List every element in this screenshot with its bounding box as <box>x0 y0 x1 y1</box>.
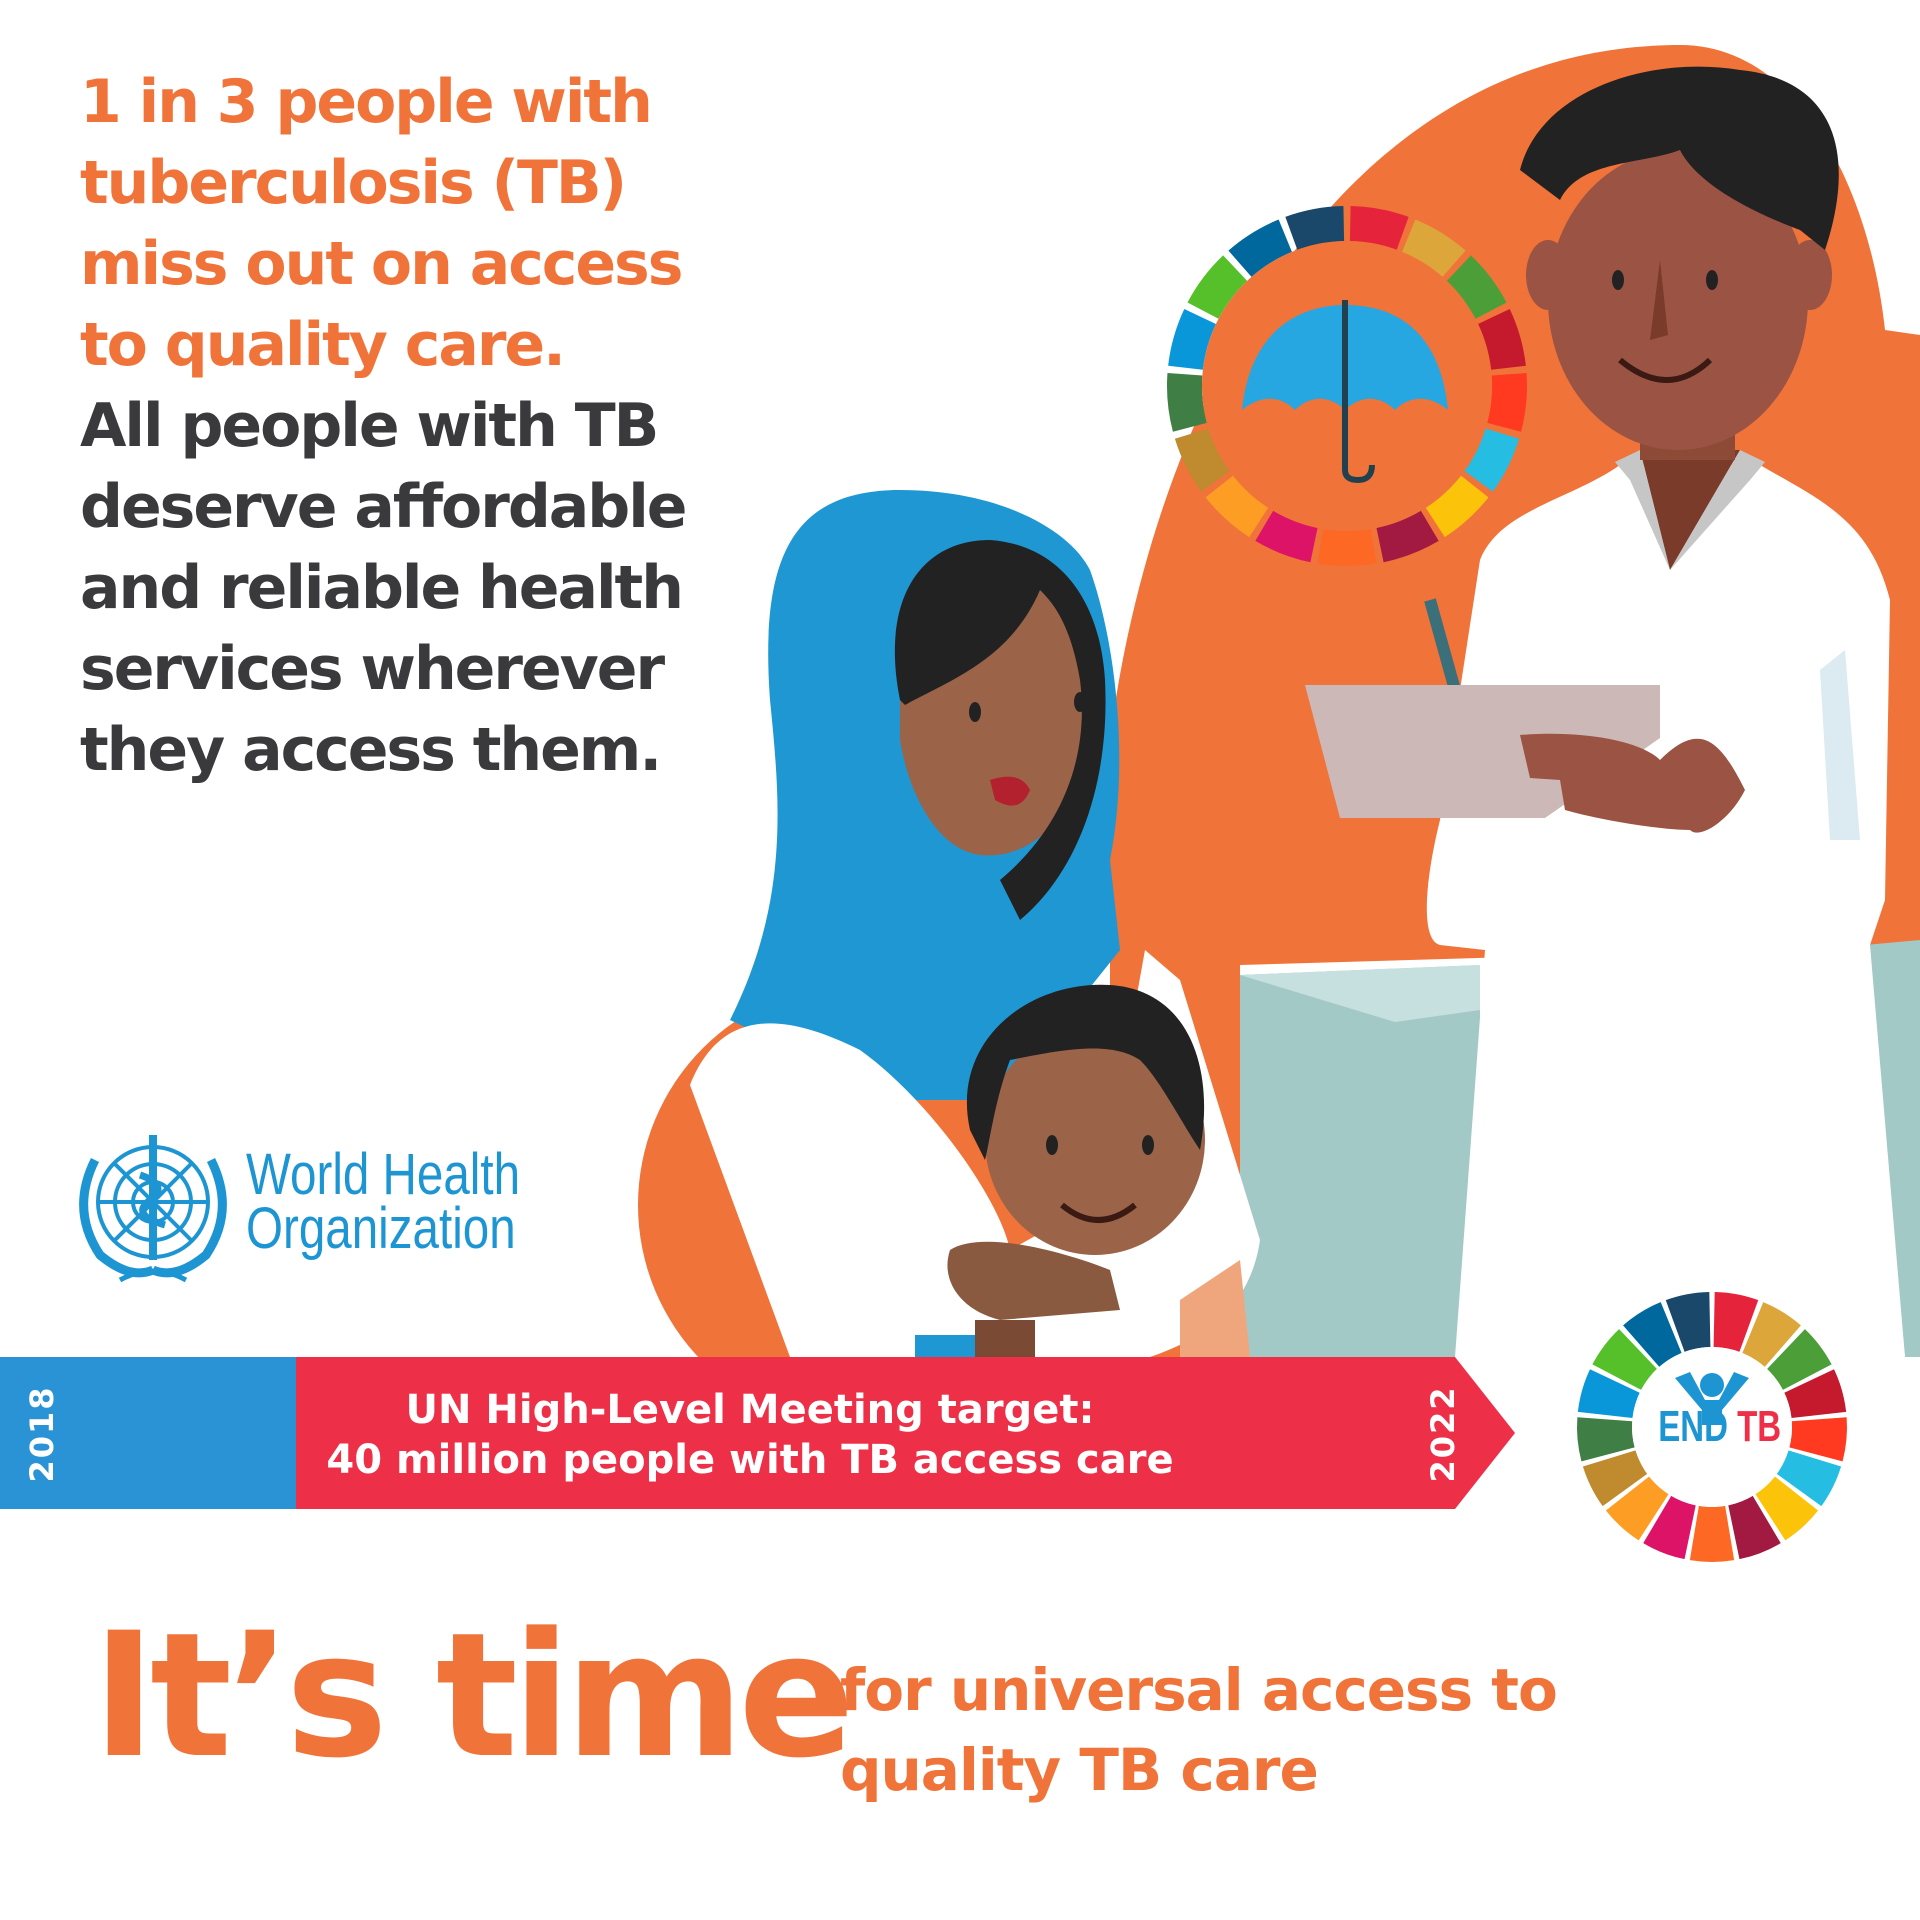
ring-segment <box>1349 206 1409 250</box>
who-logo-line: World Health <box>246 1142 521 1207</box>
ring-segment <box>1478 309 1526 370</box>
ring-segment <box>1665 1292 1711 1352</box>
endtb-end: END <box>1658 1402 1728 1451</box>
ring-segment <box>1623 1302 1682 1367</box>
ring-segment <box>1402 219 1466 277</box>
message-line: they access them. <box>80 715 662 785</box>
footer-title: It’s time <box>92 1595 855 1796</box>
who-emblem-icon <box>79 1135 227 1283</box>
message-line: services wherever <box>80 634 665 704</box>
child-face <box>985 1025 1205 1255</box>
ring-segment <box>1376 510 1439 563</box>
endtb-logo-text: END TB <box>1658 1402 1781 1452</box>
man-shirt <box>1426 465 1905 1357</box>
ring-segment <box>1205 475 1269 538</box>
ring-segment <box>1755 1476 1819 1541</box>
message-line: deserve affordable <box>80 472 687 542</box>
man-hair <box>1520 66 1839 250</box>
who-logo-line: Organization <box>246 1196 516 1261</box>
man-face <box>1548 150 1808 450</box>
headline-line: miss out on access <box>80 229 683 299</box>
headline: 1 in 3 people with tuberculosis (TB) mis… <box>80 62 687 791</box>
message-line: and reliable health <box>80 553 684 623</box>
ring-segment <box>1767 1329 1832 1390</box>
sdg-ring-icon <box>1167 206 1527 566</box>
who-logo-text: World Health Organization <box>246 1142 521 1261</box>
banner-line: UN High-Level Meeting target: <box>405 1387 1095 1433</box>
ring-segment <box>1187 255 1248 319</box>
ring-segment <box>1742 1302 1801 1367</box>
ring-segment <box>1728 1495 1781 1560</box>
ring-segment <box>1789 1417 1847 1462</box>
endtb-ring-icon <box>1577 1292 1847 1562</box>
ring-segment <box>1784 1369 1847 1419</box>
tagline-line: quality TB care <box>840 1736 1319 1804</box>
ring-segment <box>1228 219 1292 277</box>
ring-segment <box>1577 1417 1635 1462</box>
table <box>1240 965 1480 1357</box>
ring-segment <box>1255 510 1318 563</box>
ring-segment <box>1487 372 1527 432</box>
endtb-tb: TB <box>1737 1402 1782 1451</box>
woman-cloak <box>690 950 1260 1357</box>
banner-start-segment <box>0 1357 296 1509</box>
headline-line: tuberculosis (TB) <box>80 148 627 218</box>
banner-end-year: 2022 <box>1424 1385 1462 1483</box>
ring-segment <box>1446 255 1507 319</box>
ring-segment <box>1643 1495 1696 1560</box>
ring-segment <box>1592 1329 1657 1390</box>
ring-segment <box>1285 206 1345 250</box>
ring-segment <box>1713 1292 1759 1352</box>
ring-segment <box>1317 529 1377 566</box>
headline-line: 1 in 3 people with <box>80 67 653 137</box>
banner-text: UN High-Level Meeting target: 40 million… <box>300 1385 1200 1485</box>
umbrella-icon <box>1242 300 1448 484</box>
ring-segment <box>1168 309 1216 370</box>
ring-segment <box>1689 1505 1735 1562</box>
ring-segment <box>1174 428 1230 492</box>
message-line: All people with TB <box>80 391 659 461</box>
banner-line: 40 million people with TB access care <box>326 1437 1174 1483</box>
ring-segment <box>1167 372 1207 432</box>
headline-line: to quality care. <box>80 310 566 380</box>
ring-segment <box>1605 1476 1669 1541</box>
footer-tagline: for universal access to quality TB care <box>840 1650 1558 1810</box>
ring-segment <box>1464 428 1520 492</box>
banner-arrow <box>296 1357 1515 1509</box>
endtb-person-icon <box>1675 1372 1749 1425</box>
ring-segment <box>1577 1369 1640 1419</box>
ring-segment <box>1425 475 1489 538</box>
tagline-line: for universal access to <box>840 1656 1558 1724</box>
ring-segment <box>1582 1450 1648 1507</box>
banner-start-year: 2018 <box>23 1385 61 1483</box>
ring-segment <box>1776 1450 1842 1507</box>
